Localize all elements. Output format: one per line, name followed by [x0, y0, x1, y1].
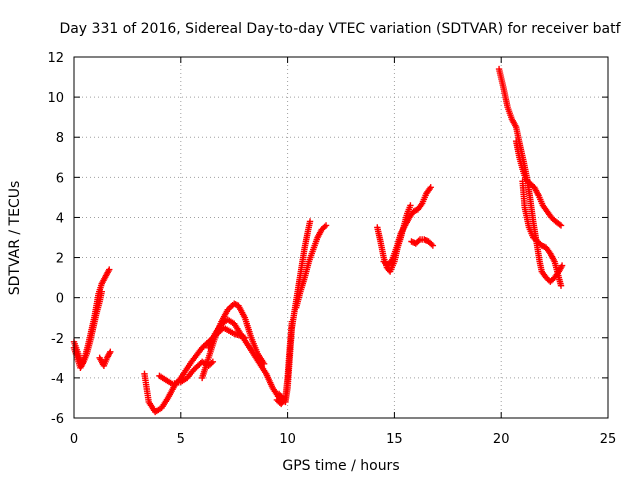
y-tick-label: -6: [51, 412, 64, 427]
x-tick-label: 20: [493, 432, 510, 447]
x-tick-label: 5: [177, 432, 185, 447]
y-axis-label: SDTVAR / TECUs: [7, 181, 23, 296]
data-point-track-4c: [429, 242, 437, 249]
y-tick-label: 2: [56, 252, 64, 267]
grid: [74, 57, 608, 418]
data-point-track-3a: [306, 218, 314, 225]
data-point-track-5b: [557, 222, 565, 229]
x-tick-label: 25: [600, 432, 617, 447]
y-tick-label: 12: [47, 51, 64, 66]
y-tick-label: 10: [47, 91, 64, 106]
x-tick-label: 0: [70, 432, 78, 447]
x-tick-label: 15: [386, 432, 403, 447]
data-points: [70, 65, 566, 416]
data-point-track-5a: [558, 262, 566, 269]
data-point-track-5c: [557, 282, 565, 289]
data-point-track-4c: [428, 240, 435, 248]
y-tick-label: 8: [56, 131, 64, 146]
y-tick-label: 0: [56, 292, 64, 307]
data-point-track-1c: [107, 348, 114, 356]
data-point-track-4c: [415, 237, 422, 245]
data-point-track-4b: [427, 184, 434, 191]
data-point-track-5b: [556, 221, 563, 228]
x-tick-label: 10: [279, 432, 296, 447]
x-tick-labels: 0 5 10 15 20 25: [70, 432, 616, 447]
y-tick-label: -2: [51, 332, 64, 347]
y-tick-label: 6: [56, 171, 64, 186]
data-point-track-2b: [209, 358, 217, 366]
x-axis-label: GPS time / hours: [282, 458, 399, 474]
y-tick-labels: -6 -4 -2 0 2 4 6 8 10 12: [47, 51, 64, 427]
data-point-track-1b: [98, 288, 105, 295]
plot-frame: [73, 56, 609, 419]
data-point-track-4a: [407, 202, 414, 209]
chart-title: Day 331 of 2016, Sidereal Day-to-day VTE…: [59, 21, 621, 37]
axis-ticks: [73, 56, 609, 419]
y-tick-label: -4: [51, 372, 64, 387]
y-tick-label: 4: [56, 211, 64, 226]
data-point-track-3c: [322, 222, 330, 229]
data-point-track-3b: [288, 318, 296, 325]
data-point-track-1a: [106, 266, 113, 273]
data-point-track-3c: [321, 223, 328, 231]
